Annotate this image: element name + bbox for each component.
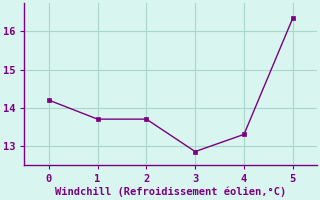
X-axis label: Windchill (Refroidissement éolien,°C): Windchill (Refroidissement éolien,°C) [55, 187, 286, 197]
